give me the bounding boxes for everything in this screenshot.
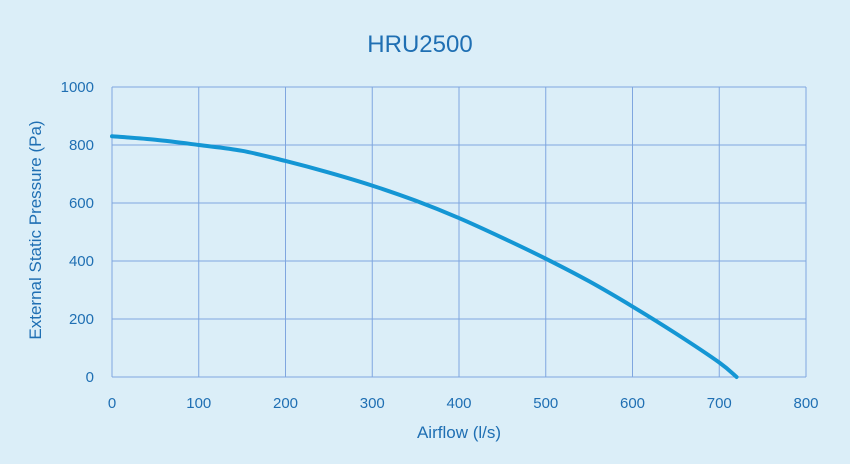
x-tick-label-200: 200 (273, 395, 298, 412)
series-line-0 (110, 134, 739, 379)
x-tick-label-400: 400 (446, 395, 471, 412)
y-tick-label-1000: 1000 (61, 79, 94, 96)
y-tick-label-400: 400 (69, 253, 94, 270)
y-tick-label-800: 800 (69, 137, 94, 154)
y-axis-title: External Static Pressure (Pa) (26, 120, 45, 339)
y-tick-label-200: 200 (69, 311, 94, 328)
y-tick-label-600: 600 (69, 195, 94, 212)
chart-title: HRU2500 (367, 31, 472, 58)
series-layer (110, 134, 739, 379)
x-tick-label-800: 800 (793, 395, 818, 412)
x-tick-label-700: 700 (707, 395, 732, 412)
y-tick-labels: 0 200 400 600 800 1000 (61, 79, 94, 386)
x-tick-label-100: 100 (186, 395, 211, 412)
x-tick-label-500: 500 (533, 395, 558, 412)
y-tick-label-0: 0 (86, 369, 94, 386)
x-tick-label-600: 600 (620, 395, 645, 412)
x-tick-labels: 0 100 200 300 400 500 600 700 800 (108, 395, 819, 412)
grid-layer (111, 86, 807, 378)
x-tick-label-300: 300 (360, 395, 385, 412)
x-axis-title: Airflow (l/s) (417, 423, 501, 442)
x-tick-label-0: 0 (108, 395, 116, 412)
